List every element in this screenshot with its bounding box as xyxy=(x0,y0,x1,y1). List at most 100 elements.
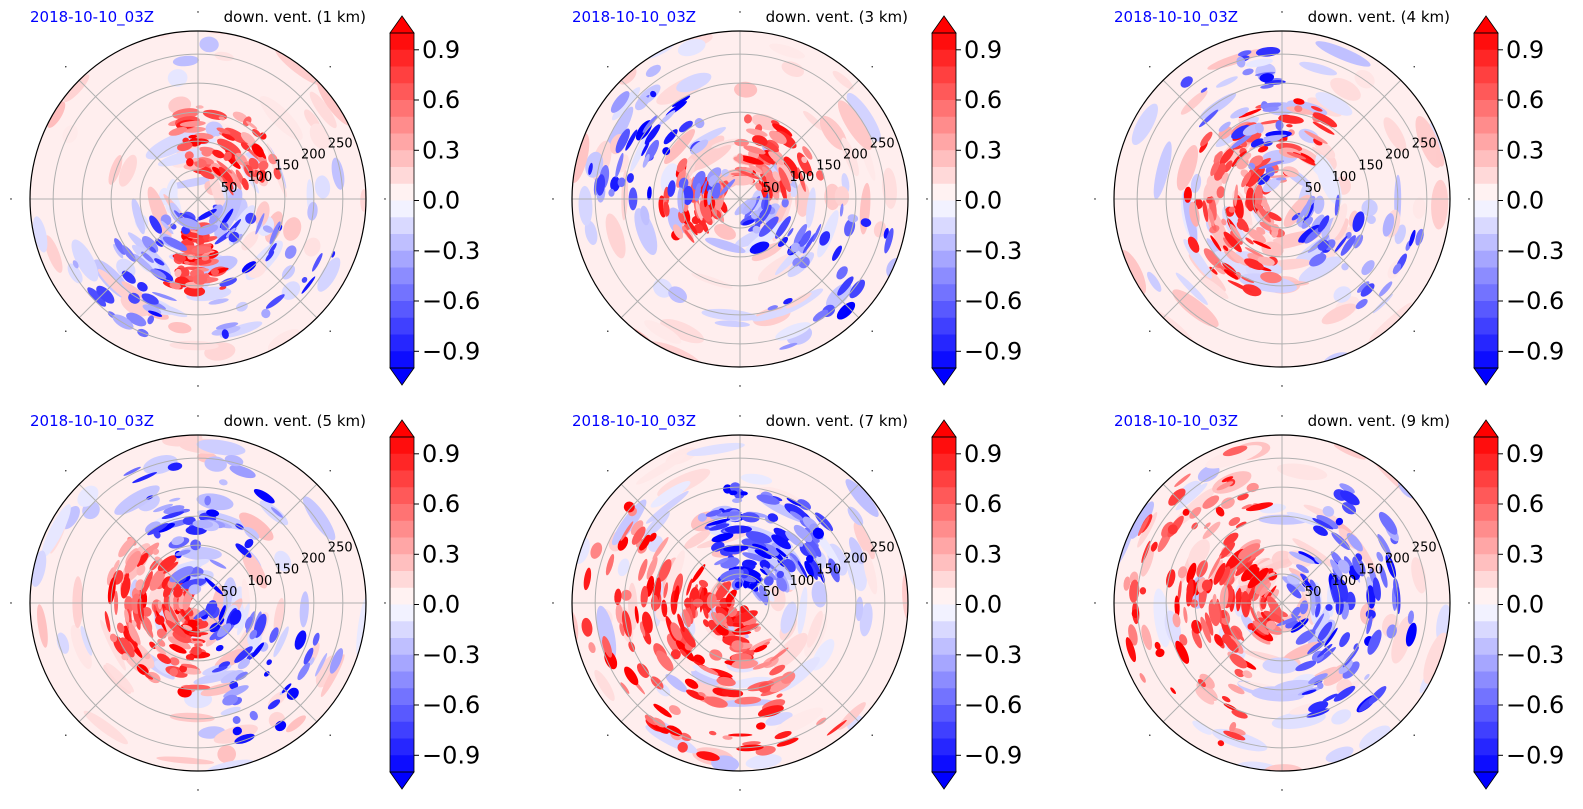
negative-blob xyxy=(219,277,237,287)
negative-blob xyxy=(114,238,126,255)
positive-blob xyxy=(136,564,146,576)
colorbar: 0.9 0.6 0.3 0.0 −0.3 −0.6 −0.9 xyxy=(931,419,1022,790)
positive-blob xyxy=(194,132,214,140)
field-band xyxy=(1333,444,1367,460)
field-band xyxy=(751,242,784,262)
colorbar-extend-max xyxy=(931,419,957,438)
colorbar-tick-label: 0.6 xyxy=(964,86,1002,114)
positive-blob xyxy=(1224,636,1239,653)
radial-tick-label: 150 xyxy=(274,159,299,174)
field-band xyxy=(781,61,805,77)
positive-blob xyxy=(149,568,166,591)
positive-blob xyxy=(590,542,603,559)
radial-tick-label: 50 xyxy=(763,181,780,196)
colorbar-extend-max xyxy=(389,419,415,438)
theta-tick xyxy=(1149,734,1151,736)
radial-tick-label: 100 xyxy=(1332,170,1357,185)
positive-blob xyxy=(1242,670,1253,679)
negative-blob xyxy=(148,310,163,317)
negative-blob xyxy=(837,306,849,317)
colorbar-segment xyxy=(390,537,414,555)
colorbar-tick-label: −0.9 xyxy=(1506,741,1564,769)
negative-blob xyxy=(1378,511,1398,535)
field-band xyxy=(643,510,670,538)
positive-blob xyxy=(670,649,681,660)
negative-blob xyxy=(204,577,223,595)
negative-blob xyxy=(787,227,794,237)
negative-blob xyxy=(775,548,788,559)
field-band xyxy=(806,187,816,228)
field-band xyxy=(309,91,337,129)
positive-blob xyxy=(1253,184,1263,209)
negative-blob xyxy=(261,308,271,319)
theta-tick xyxy=(1413,734,1415,736)
radial-tick-label: 250 xyxy=(1412,541,1437,556)
field-band xyxy=(1114,226,1116,252)
negative-blob xyxy=(1352,211,1365,232)
positive-blob xyxy=(1247,567,1269,589)
negative-blob xyxy=(1309,253,1327,267)
positive-blob xyxy=(273,167,282,180)
positive-blob xyxy=(167,636,191,650)
negative-blob xyxy=(644,123,661,145)
field-band xyxy=(837,100,873,150)
positive-blob xyxy=(1201,579,1212,592)
negative-blob xyxy=(1299,600,1309,615)
positive-blob xyxy=(727,607,738,618)
negative-blob xyxy=(1334,235,1348,253)
colorbar-tick-label: −0.3 xyxy=(422,237,480,265)
colorbar-segment xyxy=(390,554,414,572)
colorbar-extend-min xyxy=(389,771,415,790)
negative-blob xyxy=(1331,578,1340,605)
field-band xyxy=(314,175,331,199)
negative-blob xyxy=(1218,121,1231,132)
positive-blob xyxy=(1223,231,1242,253)
positive-blob xyxy=(1213,562,1226,585)
positive-blob xyxy=(183,285,206,297)
negative-blob xyxy=(860,218,872,227)
negative-blob xyxy=(1341,263,1349,271)
positive-blob xyxy=(1125,637,1137,663)
panel-variable-title: down. vent. (1 km) xyxy=(223,8,366,26)
positive-blob xyxy=(1219,542,1236,559)
grid-spoke xyxy=(1281,483,1402,604)
grid-spoke xyxy=(620,602,741,723)
theta-tick xyxy=(926,602,928,604)
colorbar-tick-label: −0.3 xyxy=(964,237,1022,265)
negative-blob xyxy=(1333,685,1356,702)
positive-blob xyxy=(1219,147,1235,165)
positive-blob xyxy=(743,145,766,155)
negative-blob xyxy=(301,276,308,283)
colorbar-segment xyxy=(1474,705,1498,723)
negative-blob xyxy=(1337,559,1350,574)
negative-blob xyxy=(1295,660,1317,672)
positive-blob xyxy=(218,116,226,121)
theta-tick xyxy=(871,734,873,736)
negative-blob xyxy=(625,129,638,151)
positive-blob xyxy=(1210,235,1222,252)
theta-tick xyxy=(871,66,873,68)
panel-1: 2018-10-10_03Z down. vent. (1 km) 50 100 150… xyxy=(0,0,560,400)
negative-blob xyxy=(752,543,769,552)
positive-blob xyxy=(187,619,198,628)
positive-blob xyxy=(1286,124,1293,128)
colorbar-segment xyxy=(390,234,414,252)
field-band xyxy=(1415,115,1442,168)
positive-blob xyxy=(709,649,723,661)
positive-blob xyxy=(706,593,717,609)
colorbar-segment xyxy=(390,604,414,622)
positive-blob xyxy=(1286,152,1307,160)
positive-blob xyxy=(1123,576,1131,591)
positive-blob xyxy=(186,158,194,167)
theta-tick xyxy=(65,66,67,68)
theta-tick xyxy=(1281,789,1283,791)
field-band xyxy=(785,292,812,309)
colorbar-segment xyxy=(390,437,414,455)
colorbar: 0.9 0.6 0.3 0.0 −0.3 −0.6 −0.9 xyxy=(389,419,480,790)
positive-blob xyxy=(752,661,772,670)
field-band xyxy=(1245,58,1273,68)
positive-blob xyxy=(142,619,154,639)
negative-blob xyxy=(1368,686,1387,705)
positive-blob xyxy=(1235,589,1241,601)
positive-blob xyxy=(221,133,235,141)
